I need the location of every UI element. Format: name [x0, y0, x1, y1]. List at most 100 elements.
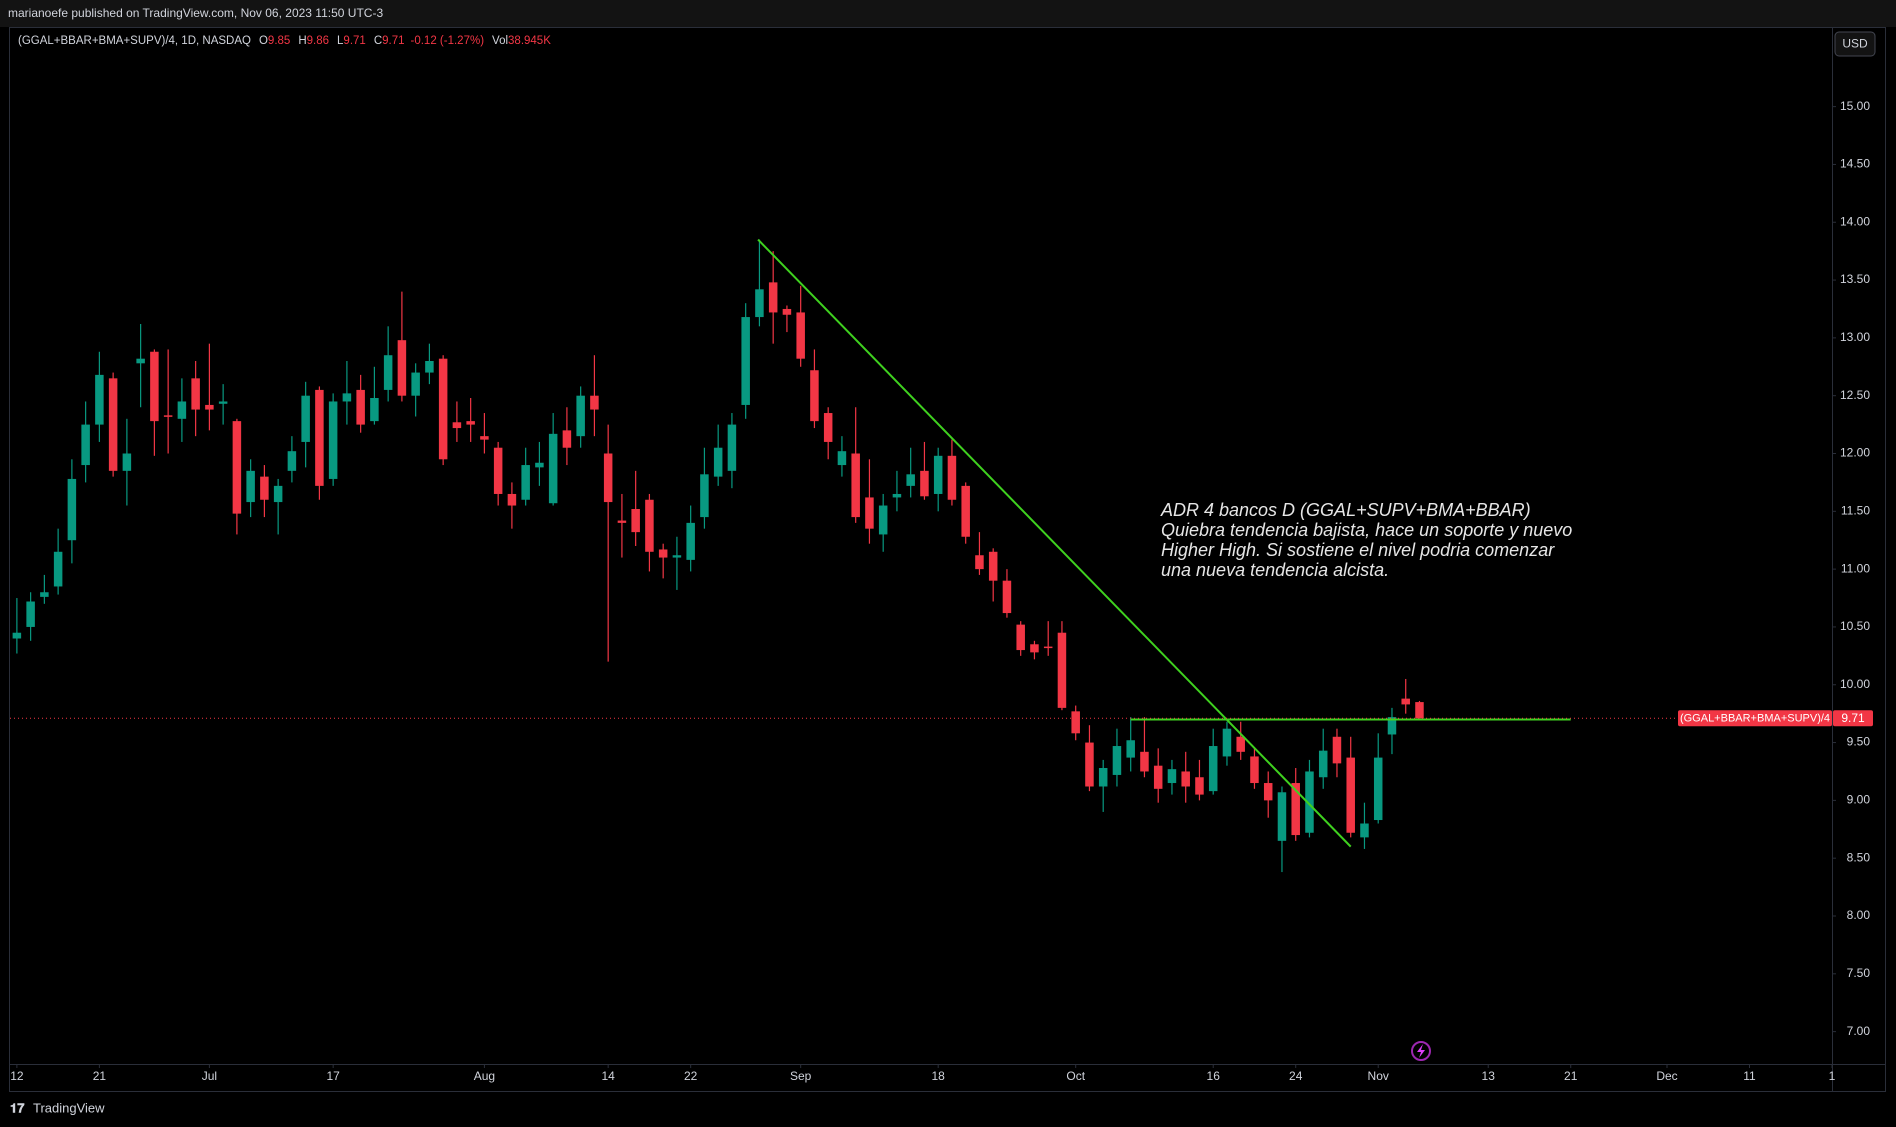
candle — [328, 393, 338, 486]
candle — [631, 470, 640, 546]
candle-body — [1057, 632, 1067, 708]
x-tick-label: 13 — [1482, 1069, 1496, 1083]
candle — [356, 374, 365, 433]
price-tag — [1833, 710, 1873, 727]
candle — [782, 305, 792, 333]
candle — [1332, 728, 1342, 778]
ohlc-value: 9.71 — [382, 35, 404, 47]
candle-body — [1332, 736, 1342, 764]
candle — [920, 441, 929, 500]
candle — [1030, 640, 1039, 660]
candle-body — [1043, 646, 1053, 649]
x-tick-label: Nov — [1368, 1069, 1389, 1083]
candle-body — [810, 370, 819, 422]
y-tick-label: 12.50 — [1840, 388, 1870, 402]
annotation-line: Higher High. Si sostiene el nivel podria… — [1161, 540, 1555, 560]
candle — [40, 574, 49, 604]
change-value: -0.12 (-1.27%) — [411, 35, 485, 47]
candle-body — [1071, 711, 1080, 734]
candle-body — [342, 393, 352, 402]
candle — [301, 381, 310, 468]
candle — [713, 424, 723, 486]
candle — [466, 398, 475, 442]
candle — [933, 447, 943, 512]
volume-label: Vol — [492, 35, 508, 47]
candle — [1401, 678, 1410, 714]
candle — [218, 384, 228, 425]
candle-body — [507, 493, 517, 506]
candle-body — [686, 522, 695, 560]
candle-body — [521, 465, 530, 500]
candle — [136, 324, 145, 408]
candle — [1318, 728, 1328, 789]
candle — [260, 465, 269, 518]
candle — [768, 251, 778, 344]
candle — [796, 285, 805, 367]
candle — [865, 459, 874, 544]
candle-body — [1140, 751, 1149, 772]
candle-body — [12, 632, 22, 639]
candle-body — [768, 282, 778, 313]
candle-body — [645, 499, 654, 552]
candle — [67, 459, 77, 564]
ohlc-value: 9.86 — [307, 35, 329, 47]
candle — [122, 418, 132, 506]
candle — [493, 441, 503, 506]
currency-label: USD — [1842, 37, 1868, 51]
candle — [906, 447, 915, 498]
candle — [686, 505, 695, 572]
candle-body — [328, 401, 338, 479]
candle — [1250, 748, 1259, 789]
candle-body — [452, 422, 462, 429]
candle-body — [700, 474, 709, 518]
grid — [16, 106, 1836, 1068]
candle-body — [906, 474, 915, 486]
symbol-tag-label: (GGAL+BBAR+BMA+SUPV)/4 — [1680, 713, 1830, 725]
x-tick-label: Dec — [1656, 1069, 1677, 1083]
x-tick-label: Jul — [202, 1069, 217, 1083]
candle — [1415, 700, 1424, 719]
candle-body — [1360, 823, 1369, 838]
candle — [411, 363, 420, 417]
candle-body — [1263, 783, 1273, 801]
candle — [232, 418, 242, 535]
candle — [1236, 721, 1245, 760]
candle — [81, 401, 90, 483]
candle-body — [975, 555, 984, 570]
footer-brand: TradingView — [33, 1100, 105, 1115]
candle — [1167, 759, 1177, 795]
symbol-tag — [1678, 710, 1832, 727]
annotation: ADR 4 bancos D (GGAL+SUPV+BMA+BBAR) Quieb… — [1160, 500, 1572, 580]
candle — [603, 424, 613, 662]
alert-icon[interactable] — [1411, 1041, 1431, 1061]
alert-circle — [1411, 1041, 1431, 1061]
candle-body — [1387, 717, 1397, 735]
candle-body — [1098, 768, 1108, 787]
candle — [1153, 748, 1163, 803]
candle — [191, 361, 200, 437]
candle-body — [122, 453, 132, 471]
currency-button[interactable] — [1834, 31, 1876, 57]
candle — [425, 343, 434, 385]
candle — [562, 407, 572, 466]
candle-body — [370, 398, 379, 422]
x-tick-label: Sep — [790, 1069, 812, 1083]
candle — [617, 493, 627, 558]
candle — [1346, 736, 1355, 838]
candle-body — [246, 470, 255, 503]
candle-body — [741, 317, 750, 405]
candle-body — [1401, 698, 1410, 705]
candle-body — [356, 389, 365, 425]
candle — [315, 386, 324, 500]
candle — [658, 543, 668, 579]
y-tick-label: 15.00 — [1840, 99, 1870, 113]
candle — [26, 592, 35, 641]
chart-frame — [9, 27, 1886, 1092]
candle — [1291, 768, 1300, 841]
candle — [645, 493, 654, 572]
candle — [961, 482, 970, 544]
candle-body — [1030, 644, 1039, 653]
publish-info: marianoefe published on TradingView.com,… — [8, 6, 383, 20]
